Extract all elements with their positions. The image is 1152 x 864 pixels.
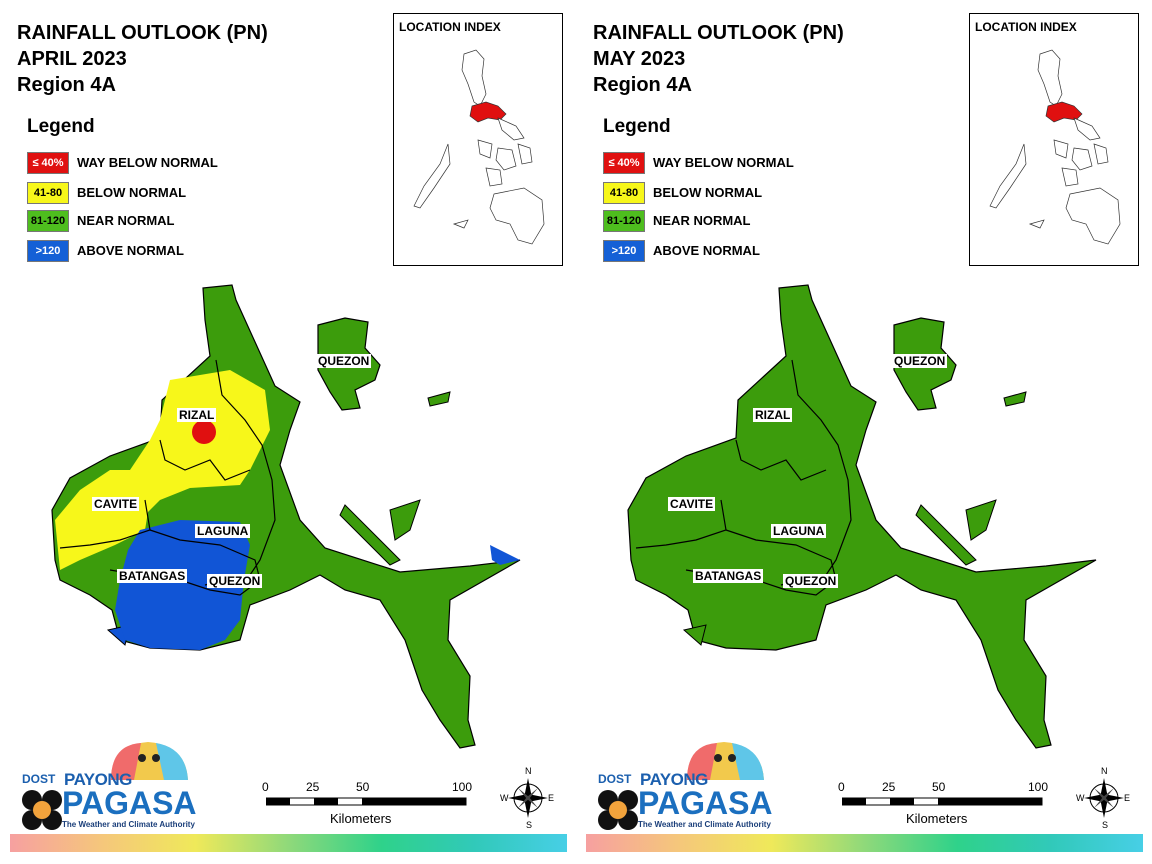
compass-n: N	[525, 766, 532, 776]
label-quezon-north: QUEZON	[316, 354, 372, 368]
region-4a-rainfall-map	[51, 284, 521, 749]
scale-units: Kilometers	[330, 811, 392, 826]
dost-text: DOST	[22, 772, 56, 786]
pagasa-text: PAGASA	[62, 785, 197, 821]
legend-label: ABOVE NORMAL	[653, 243, 760, 258]
legend-swatch: 41-80	[603, 182, 645, 204]
scale-tick: 100	[452, 780, 473, 794]
panel-april: RAINFALL OUTLOOK (PN) APRIL 2023 Region …	[10, 13, 567, 852]
legend-label: ABOVE NORMAL	[77, 243, 184, 258]
map-title: RAINFALL OUTLOOK (PN) APRIL 2023 Region …	[17, 20, 268, 98]
label-cavite: CAVITE	[92, 497, 140, 511]
legend-title: Legend	[27, 116, 95, 137]
legend-swatch: 81-120	[27, 210, 69, 232]
scale-tick: 50	[932, 780, 946, 794]
payong-pagasa-logo: DOST PAYONG PAGASA The Weather and Clima…	[592, 740, 773, 832]
payong-pagasa-logo: DOST PAYONG PAGASA The Weather and Clima…	[16, 740, 197, 832]
legend-label: BELOW NORMAL	[77, 185, 187, 200]
scale-tick: 25	[306, 780, 320, 794]
legend-swatch: >120	[27, 240, 69, 262]
scale-tick: 50	[356, 780, 370, 794]
dost-text: DOST	[598, 772, 632, 786]
legend-label: WAY BELOW NORMAL	[653, 155, 794, 170]
compass-w: W	[1076, 793, 1085, 803]
title-line-1: RAINFALL OUTLOOK (PN)	[17, 22, 268, 44]
legend-label: NEAR NORMAL	[77, 213, 175, 228]
legend-swatch: 81-120	[603, 210, 645, 232]
compass-s: S	[526, 820, 533, 830]
scale-bar: 0 25 50 100 Kilometers	[262, 780, 478, 830]
title-line-1: RAINFALL OUTLOOK (PN)	[593, 22, 844, 44]
title-region: Region 4A	[593, 74, 692, 96]
legend-label: BELOW NORMAL	[653, 185, 763, 200]
title-month: MAY 2023	[593, 48, 686, 70]
payong-text: PAYONG	[64, 770, 132, 789]
dost-seal-icon	[598, 790, 638, 830]
scale-units: Kilometers	[906, 811, 968, 826]
label-quezon-south: QUEZON	[207, 574, 263, 588]
label-laguna: LAGUNA	[195, 524, 251, 538]
location-index-inset: LOCATION INDEX	[969, 13, 1139, 266]
label-quezon-north: QUEZON	[892, 354, 948, 368]
scale-bar-graphic	[266, 797, 467, 806]
label-batangas: BATANGAS	[693, 569, 764, 583]
pagasa-text: PAGASA	[638, 785, 773, 821]
tagline-text: The Weather and Climate Authority	[62, 820, 195, 829]
label-quezon-south: QUEZON	[783, 574, 839, 588]
legend-title: Legend	[603, 116, 671, 137]
compass-rose-icon	[508, 778, 548, 818]
panel-may: RAINFALL OUTLOOK (PN) MAY 2023 Region 4A…	[576, 0, 1152, 864]
inset-title: LOCATION INDEX	[399, 20, 501, 34]
inset-title: LOCATION INDEX	[975, 20, 1077, 34]
color-footer-bar	[10, 834, 567, 852]
compass-n: N	[1101, 766, 1108, 776]
scale-bar: 0 25 50 100 Kilometers	[838, 780, 1054, 830]
umbrella-icon	[111, 742, 188, 780]
tagline-text: The Weather and Climate Authority	[638, 820, 771, 829]
compass-e: E	[1124, 793, 1131, 803]
scale-tick: 100	[1028, 780, 1049, 794]
label-laguna: LAGUNA	[771, 524, 827, 538]
philippines-outline-map	[989, 49, 1121, 245]
legend-label: WAY BELOW NORMAL	[77, 155, 218, 170]
location-index-inset: LOCATION INDEX	[393, 13, 563, 266]
scale-tick: 25	[882, 780, 896, 794]
compass-w: W	[500, 793, 509, 803]
compass-rose-icon	[1084, 778, 1124, 818]
legend-swatch: ≤ 40%	[27, 152, 69, 174]
legend-swatch: ≤ 40%	[603, 152, 645, 174]
umbrella-icon	[687, 742, 764, 780]
legend-swatch: >120	[603, 240, 645, 262]
north-arrow-compass: N E S W	[1072, 766, 1132, 830]
title-region: Region 4A	[17, 74, 116, 96]
label-rizal: RIZAL	[753, 408, 793, 422]
region-4a-rainfall-map	[627, 284, 1097, 749]
label-batangas: BATANGAS	[117, 569, 188, 583]
scale-tick: 0	[262, 780, 269, 794]
philippines-outline-map	[413, 49, 545, 245]
scale-tick: 0	[838, 780, 845, 794]
label-cavite: CAVITE	[668, 497, 716, 511]
payong-text: PAYONG	[640, 770, 708, 789]
legend-label: NEAR NORMAL	[653, 213, 751, 228]
color-footer-bar	[586, 834, 1143, 852]
compass-e: E	[548, 793, 555, 803]
north-arrow-compass: N E S W	[496, 766, 556, 830]
dost-seal-icon	[22, 790, 62, 830]
compass-s: S	[1102, 820, 1109, 830]
label-rizal: RIZAL	[177, 408, 217, 422]
legend-swatch: 41-80	[27, 182, 69, 204]
map-title: RAINFALL OUTLOOK (PN) MAY 2023 Region 4A	[593, 20, 844, 98]
title-month: APRIL 2023	[17, 48, 127, 70]
scale-bar-graphic	[842, 797, 1043, 806]
